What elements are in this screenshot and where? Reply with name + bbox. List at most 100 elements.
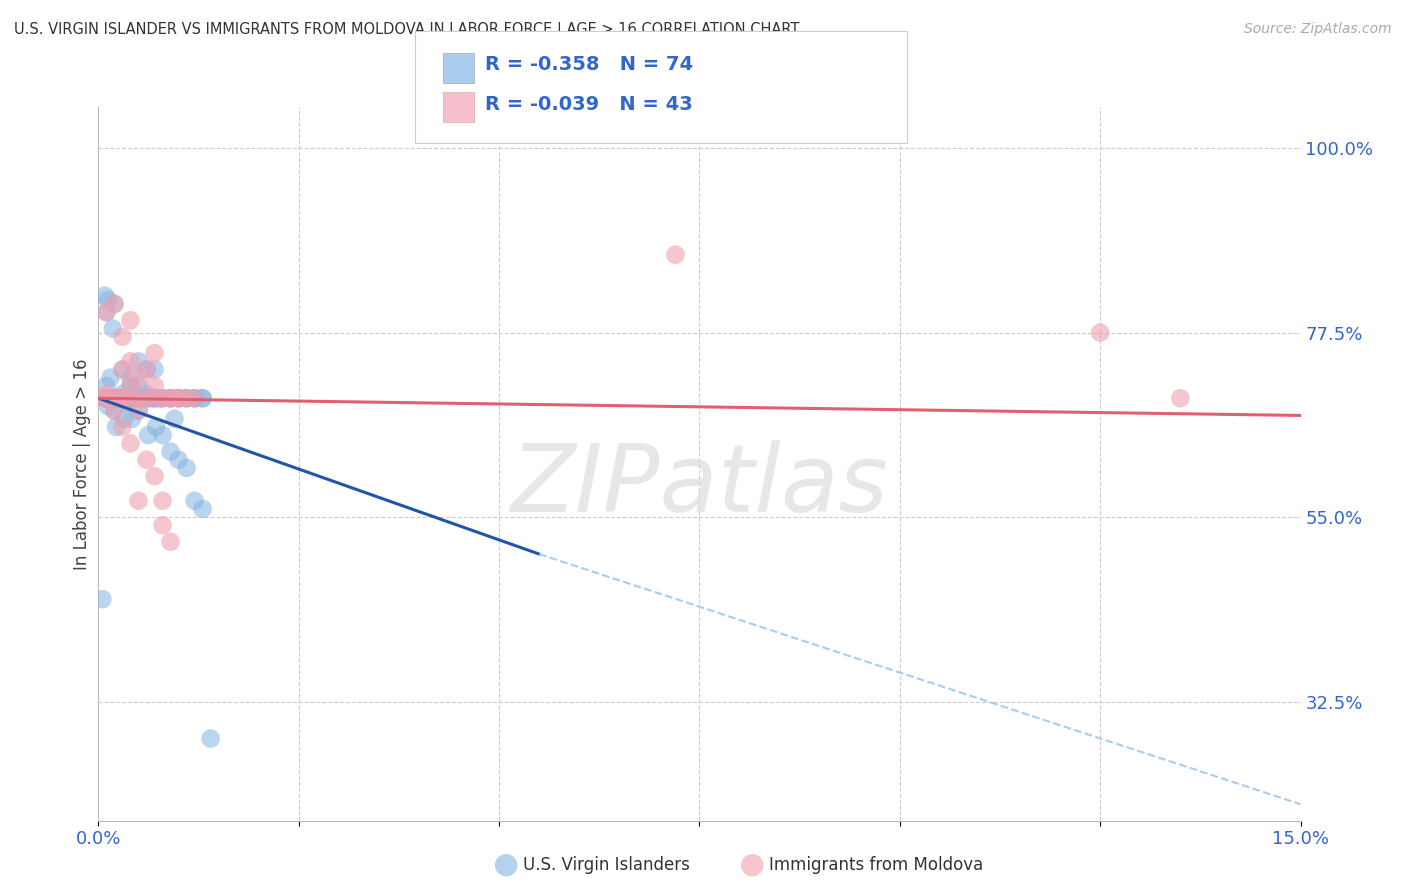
Point [96,305,118,319]
Point [143,469,166,483]
Point [135,391,157,405]
Point [103,391,125,405]
Point [167,391,190,405]
Point [152,493,174,508]
Point [1170,391,1192,405]
Point [120,379,142,393]
Point [191,391,214,405]
Text: U.S. Virgin Islanders: U.S. Virgin Islanders [523,856,690,874]
Point [128,379,150,393]
Point [143,391,166,405]
Point [143,346,166,360]
Point [136,428,159,442]
Point [121,411,143,425]
Point [96,387,118,401]
Point [159,391,181,405]
Point [120,391,142,405]
Point [167,391,190,405]
Point [94,391,117,405]
Point [120,391,142,405]
Point [96,379,118,393]
Point [105,420,128,434]
Point [115,391,138,405]
Point [101,321,124,335]
Point [128,391,150,405]
Point [120,436,142,450]
Point [120,370,142,384]
Point [103,391,125,405]
Point [152,391,174,405]
Point [167,391,190,405]
Point [167,391,190,405]
Point [103,403,125,417]
Point [152,428,174,442]
Point [183,391,205,405]
Point [145,420,167,434]
Point [120,391,142,405]
Point [100,370,122,384]
Point [135,362,157,376]
Point [128,391,150,405]
Point [664,248,686,262]
Point [152,391,174,405]
Point [111,391,134,405]
Point [103,297,125,311]
Point [163,411,186,425]
Point [176,391,198,405]
Point [94,391,117,405]
Point [191,391,214,405]
Point [112,411,135,425]
Point [120,379,142,393]
Point [128,493,150,508]
Point [143,391,166,405]
Point [128,354,150,368]
Point [96,391,118,405]
Text: ZIPatlas: ZIPatlas [510,440,889,531]
Point [111,329,134,343]
Point [1088,326,1111,340]
Point [176,391,198,405]
Point [167,452,190,467]
Point [111,391,134,405]
Point [135,391,157,405]
Point [128,391,150,405]
Point [135,362,157,376]
Point [103,403,125,417]
Point [152,518,174,533]
Point [107,391,129,405]
Point [100,391,122,405]
Point [183,391,205,405]
Point [143,379,166,393]
Point [111,391,134,405]
Point [176,461,198,475]
Point [135,452,157,467]
Point [94,288,117,302]
Point [139,391,162,405]
Point [128,403,150,417]
Point [183,493,205,508]
Point [129,391,152,405]
Point [128,370,150,384]
Point [111,387,134,401]
Point [135,391,157,405]
Point [96,391,118,405]
Text: R = -0.358   N = 74: R = -0.358 N = 74 [485,54,693,74]
Point [159,444,181,458]
Point [103,391,125,405]
Point [124,391,146,405]
Point [115,391,138,405]
Point [120,354,142,368]
Point [135,387,157,401]
Point [159,534,181,549]
Point [111,391,134,405]
Point [111,420,134,434]
Point [112,391,135,405]
Y-axis label: In Labor Force | Age > 16: In Labor Force | Age > 16 [73,358,91,570]
Point [96,391,118,405]
Point [176,391,198,405]
Point [97,400,120,414]
Point [111,362,134,376]
Point [159,391,181,405]
Point [105,391,128,405]
Point [183,391,205,405]
